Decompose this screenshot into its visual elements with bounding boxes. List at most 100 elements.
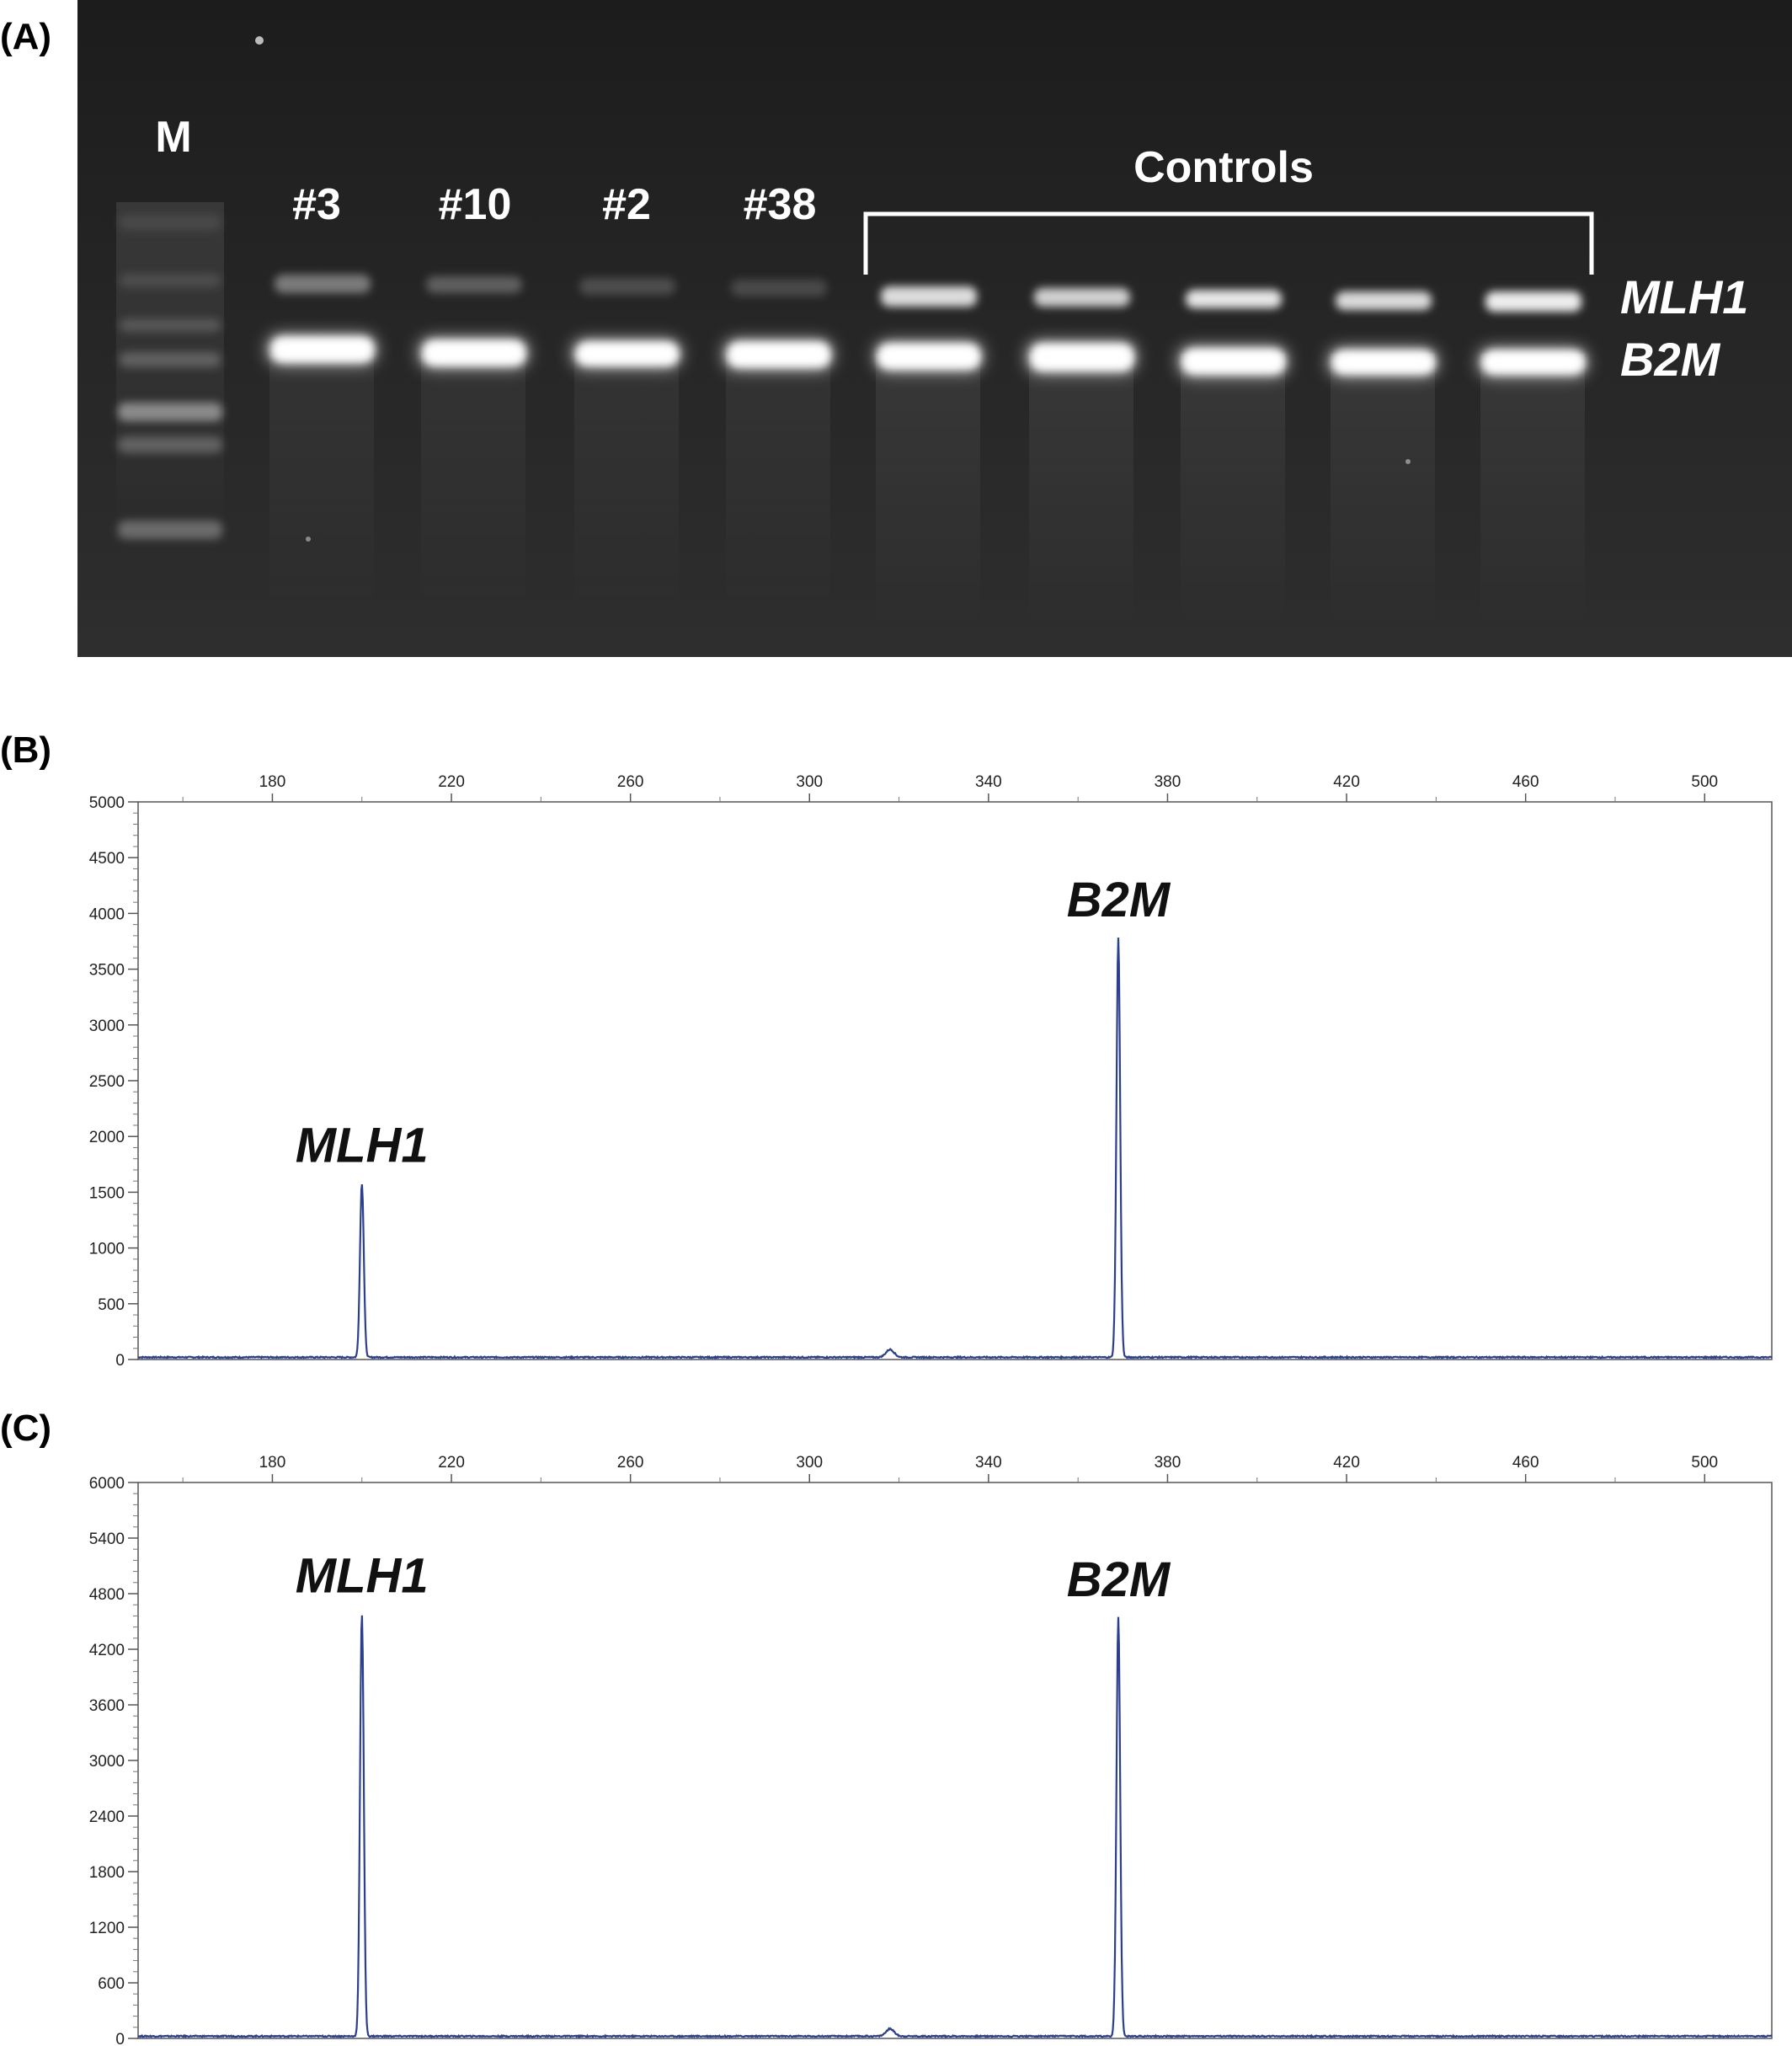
peak-label: MLH1 [296,1118,429,1173]
trace-line [137,938,1773,1360]
b2m-band [1332,350,1435,374]
ladder-band [118,521,222,539]
lane-smear [1181,354,1285,623]
gel-band-label-b2m: B2M [1620,333,1721,386]
lane-smear [1480,354,1585,623]
y-tick-label: 2500 [89,1073,125,1091]
mlh1-band [579,278,675,295]
x-tick-label: 500 [1691,1454,1718,1472]
mlh1-band [1485,291,1581,312]
y-tick-label: 2400 [89,1808,125,1826]
y-tick-label: 1500 [89,1184,125,1202]
ladder-band [118,436,222,453]
lane-smear [876,354,980,623]
b2m-band [1031,344,1133,371]
y-tick-label: 500 [98,1296,125,1314]
ladder-band [120,215,221,230]
x-tick-label: 300 [796,1454,823,1472]
trace-line [137,1615,1773,2039]
gel-lane-2 [419,276,527,606]
ladder-band [120,274,221,287]
mlh1-band [1034,288,1130,307]
mlh1-band [731,280,827,296]
x-tick-label: 260 [617,773,644,791]
lane-smear [421,354,525,606]
x-tick-label: 340 [975,773,1002,791]
y-tick-label: 2000 [89,1129,125,1146]
y-tick-label: 1000 [89,1241,125,1258]
lane-smear [1331,354,1435,623]
gel-image: M #3 #10 #2 #38 Controls MLH1 B2M [77,0,1792,657]
y-tick-label: 600 [98,1975,125,1993]
ladder-band [118,403,222,421]
x-tick-label: 460 [1512,1454,1539,1472]
y-tick-label: 3000 [89,1018,125,1035]
ladder-band [120,318,221,332]
mlh1-band [1336,291,1432,310]
peak-label: B2M [1067,1552,1171,1607]
y-tick-label: 0 [115,1352,125,1370]
y-tick-label: 4200 [89,1642,125,1659]
x-tick-label: 220 [438,773,465,791]
x-tick-label: 380 [1155,1454,1181,1472]
mlh1-band [1186,290,1282,308]
panel-b-label: (B) [0,729,51,771]
x-tick-label: 380 [1155,773,1181,791]
lane-smear [574,354,679,606]
gel-lane-1 [268,275,376,606]
lane-label-2: #10 [439,180,512,229]
x-tick-label: 340 [975,1454,1002,1472]
panel-a-label: (A) [0,16,51,57]
b2m-band [1182,349,1285,374]
x-tick-label: 180 [259,1454,286,1472]
sample-lanes [268,275,832,606]
peak-labels: MLH1 B2M [296,1548,1171,1606]
y-tick-label: 3500 [89,962,125,980]
b2m-band [728,342,830,367]
x-tick-label: 460 [1512,773,1539,791]
ladder-band [120,352,221,367]
peak-label: B2M [1067,873,1171,927]
lane-smear [269,354,374,606]
marker-label: M [155,113,191,162]
gel-lane-4 [724,280,832,606]
control-lane-3 [1179,290,1287,623]
b2m-band [877,344,980,369]
lane-label-1: #3 [292,180,341,229]
control-lane-1 [876,286,982,623]
y-tick-label: 1800 [89,1864,125,1882]
y-tick-label: 1200 [89,1920,125,1937]
marker-ladder [116,202,224,539]
x-tick-label: 260 [617,1454,644,1472]
control-lanes [876,286,1587,623]
x-tick-label: 420 [1333,773,1360,791]
y-tick-label: 3000 [89,1753,125,1771]
y-tick-label: 4500 [89,850,125,868]
y-tick-label: 4800 [89,1586,125,1604]
x-tick-label: 220 [438,1454,465,1472]
controls-label: Controls [1133,143,1314,192]
lane-smear [1029,354,1133,623]
electropherogram-c: 0 600 1200 1800 2400 3000 3600 4200 4800 5400 6000… [89,1454,1773,2046]
x-axis: 180 220 260 300 340 380 420 460 500 [182,773,1718,802]
x-tick-label: 500 [1691,773,1718,791]
gel-lane-3 [573,278,680,606]
y-tick-label: 5000 [89,794,125,812]
x-axis: 180 220 260 300 340 380 420 460 500 [182,1454,1718,1482]
ladder-smear [116,202,224,539]
panel-c-label: (C) [0,1408,51,1449]
b2m-band [423,340,525,366]
lane-label-4: #38 [744,180,817,229]
control-lane-5 [1479,291,1587,623]
lane-smear [726,354,830,606]
gel-speck [255,36,264,45]
x-tick-label: 300 [796,773,823,791]
plot-frame [137,801,1773,1360]
y-axis: 0 500 1000 1500 2000 2500 3000 3500 4000 4500 5000 [89,794,138,1370]
y-tick-label: 6000 [89,1475,125,1493]
y-tick-label: 0 [115,2031,125,2046]
controls-bracket [863,211,1594,275]
b2m-band [576,342,679,366]
control-lane-2 [1027,288,1135,623]
peak-label: MLH1 [296,1548,429,1603]
